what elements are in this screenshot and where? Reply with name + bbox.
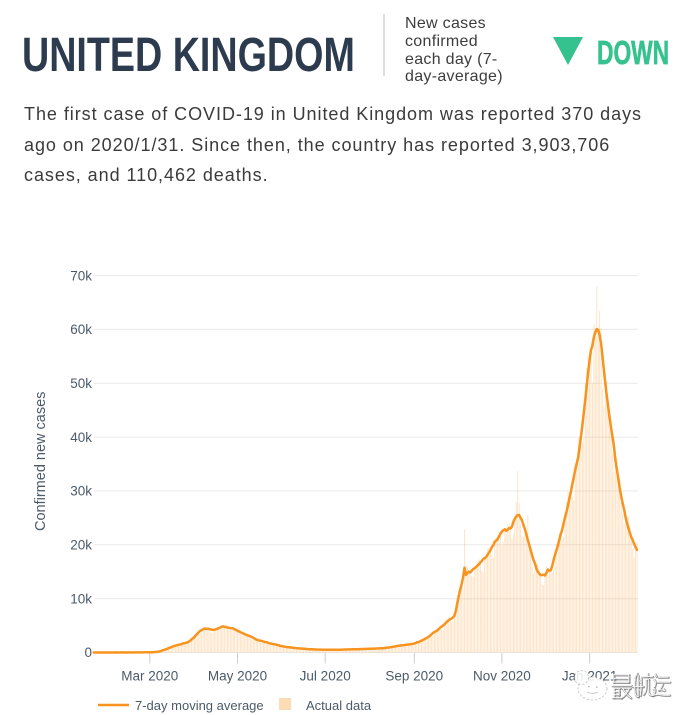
svg-text:May 2020: May 2020 xyxy=(208,668,267,683)
svg-text:20k: 20k xyxy=(70,538,92,553)
svg-text:0: 0 xyxy=(84,645,92,660)
svg-text:Jul 2020: Jul 2020 xyxy=(300,668,351,683)
svg-text:40k: 40k xyxy=(70,430,92,445)
svg-text:Nov 2020: Nov 2020 xyxy=(473,668,531,683)
svg-text:7-day moving average: 7-day moving average xyxy=(135,698,264,713)
svg-text:Mar 2020: Mar 2020 xyxy=(121,668,178,683)
svg-text:Sep 2020: Sep 2020 xyxy=(385,668,443,683)
svg-text:10k: 10k xyxy=(70,591,92,606)
svg-text:60k: 60k xyxy=(70,322,92,337)
svg-text:Confirmed new cases: Confirmed new cases xyxy=(33,392,49,531)
svg-text:30k: 30k xyxy=(70,484,92,499)
svg-text:70k: 70k xyxy=(70,268,92,283)
svg-text:50k: 50k xyxy=(70,376,92,391)
svg-text:Actual data: Actual data xyxy=(306,698,372,713)
